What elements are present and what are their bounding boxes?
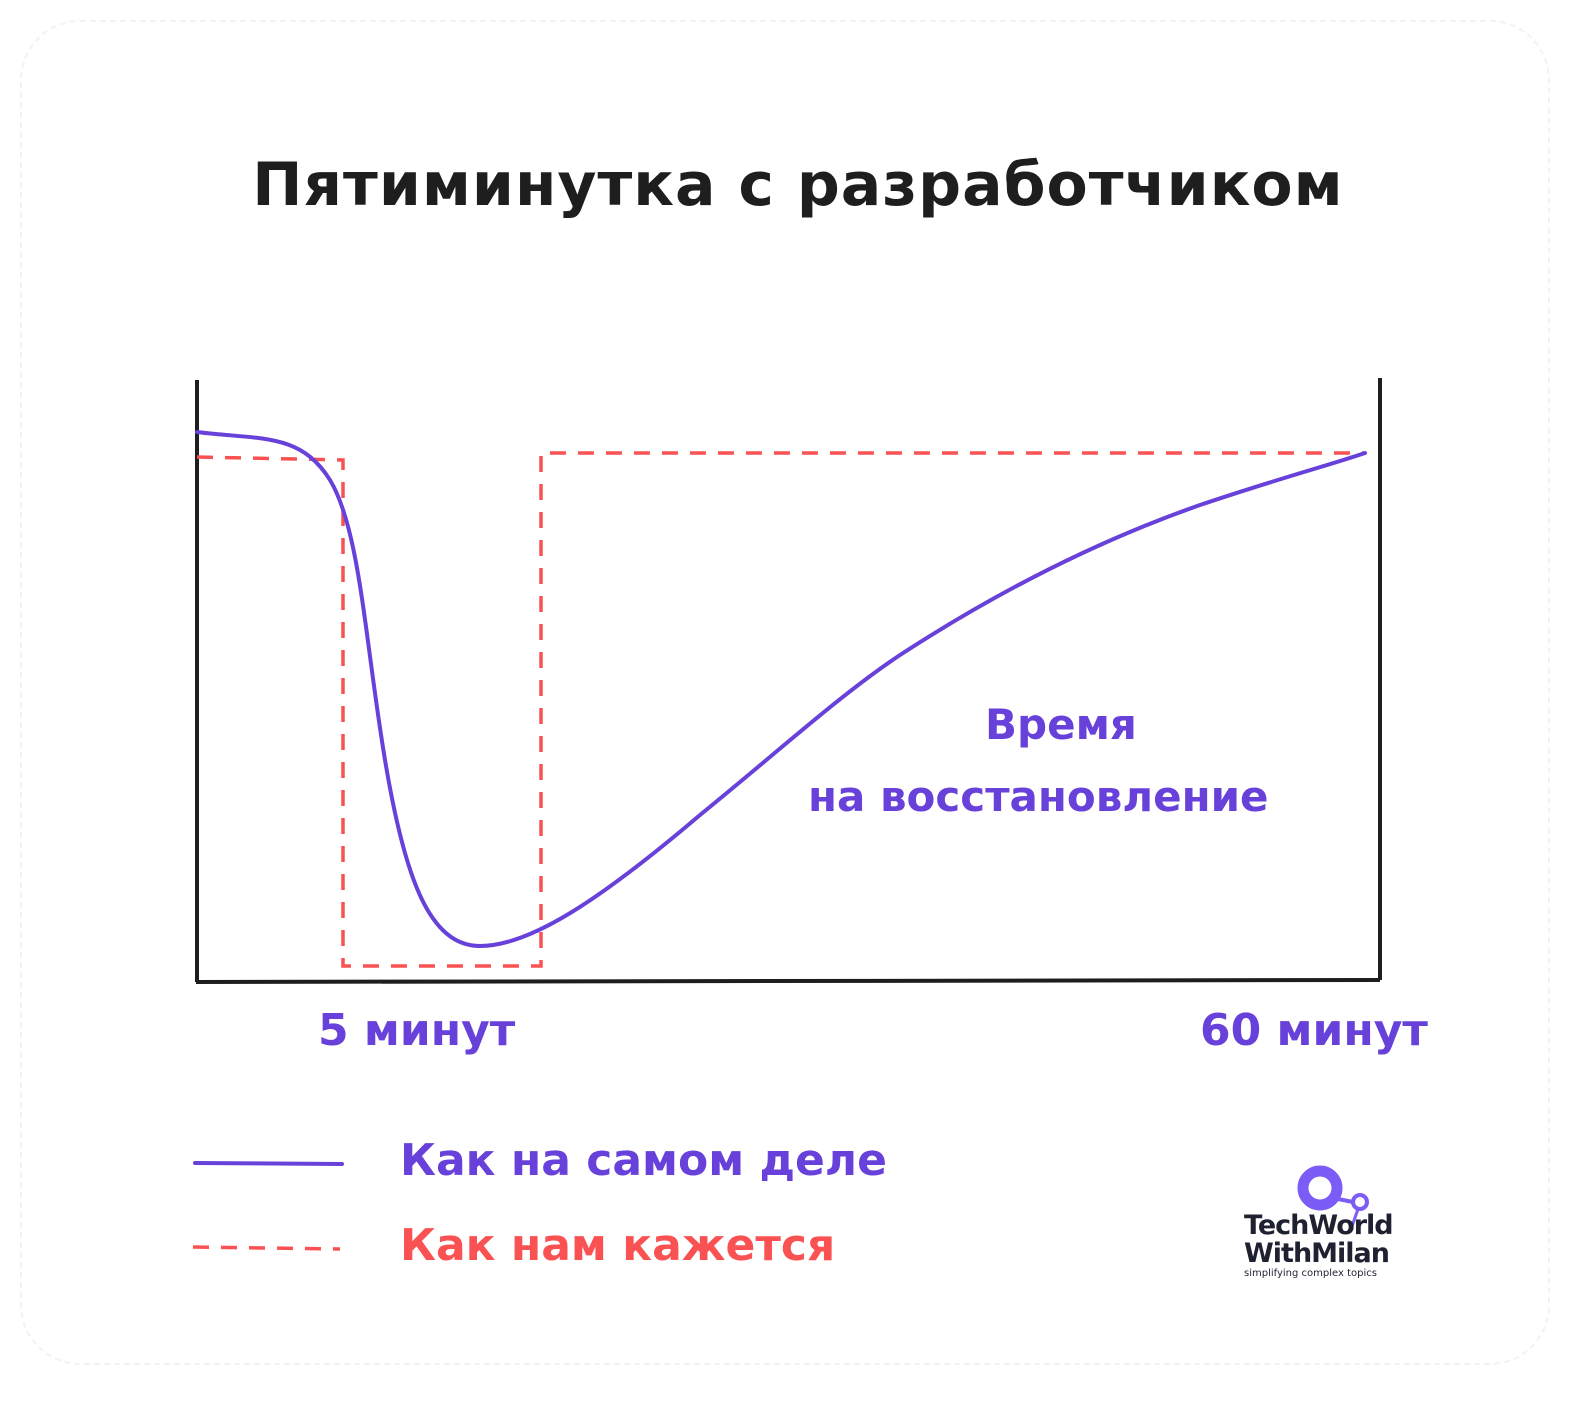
logo: TechWorld WithMilan simplifying complex …	[1244, 1162, 1404, 1280]
annotation-line1: Время	[985, 700, 1137, 749]
logo-line2: WithMilan	[1244, 1238, 1390, 1269]
card-frame	[20, 20, 1550, 1365]
page-title: Пятиминутка с разработчиком	[252, 150, 1344, 220]
legend-perceived-label: Как нам кажется	[400, 1220, 836, 1271]
actual-line	[195, 430, 1367, 949]
perceived-line	[196, 451, 1365, 968]
x-label-end: 60 минут	[1200, 1005, 1428, 1056]
x-label-start: 5 минут	[318, 1005, 516, 1056]
logo-line1: TechWorld	[1244, 1210, 1394, 1241]
logo-tagline: simplifying complex topics	[1244, 1268, 1377, 1279]
legend-dashed-swatch	[192, 1245, 341, 1251]
legend-solid-swatch	[193, 1161, 344, 1166]
legend-actual-label: Как на самом деле	[400, 1135, 887, 1186]
annotation-line2: на восстановление	[808, 772, 1269, 821]
logo-icon	[1297, 1165, 1369, 1233]
x-axis	[195, 978, 1381, 984]
